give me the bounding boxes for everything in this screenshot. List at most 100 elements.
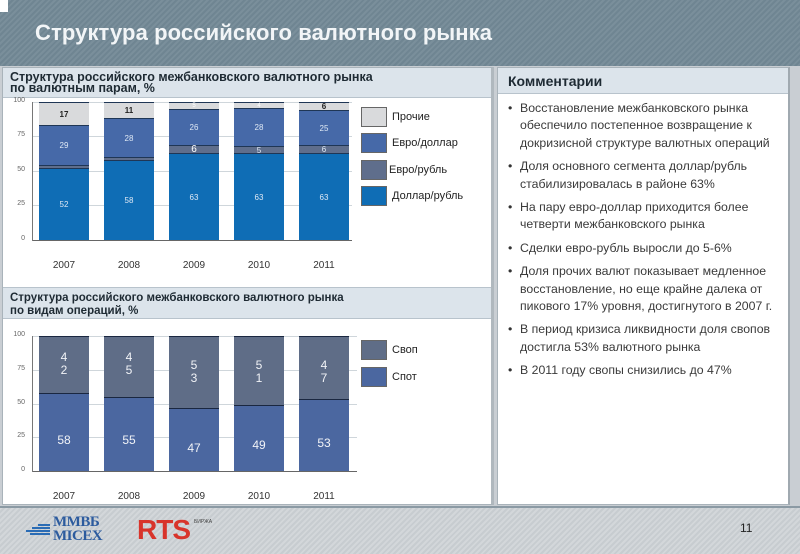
y-tick: 0 (21, 235, 25, 242)
segment-spot: 47 (169, 408, 219, 471)
segment-eur-rub: 6 (299, 145, 349, 154)
legend-label: Прочие (392, 111, 430, 123)
legend-eur-rub: Евро/рубль (361, 160, 447, 180)
logo-rts-subtitle: БИРЖА (194, 519, 213, 525)
swap-digit-2: 3 (190, 371, 198, 385)
segment-usd-rub: 58 (104, 160, 154, 240)
segment-usd-rub: 52 (39, 168, 89, 240)
segment-swap: 4 7 (299, 336, 349, 399)
segment-spot: 55 (104, 397, 154, 471)
chart2-title-line1: Структура российского межбанковского вал… (10, 292, 344, 304)
comment-item: Сделки евро-рубль выросли до 5-6% (508, 240, 783, 258)
segment-other: 11 (104, 102, 154, 118)
legend-other: Прочие (361, 107, 430, 127)
legend-swatch (361, 367, 387, 387)
chart2-header: Структура российского межбанковского вал… (3, 287, 491, 319)
segment-usd-rub: 63 (234, 153, 284, 240)
title-band (0, 0, 800, 66)
corner-mark (0, 0, 8, 12)
page-title: Структура российского валютного рынка (35, 20, 493, 45)
segment-swap: 5 3 (169, 336, 219, 408)
swap-digit-2: 7 (320, 371, 328, 385)
x-label: 2008 (117, 491, 141, 502)
comments-panel: Комментарии Восстановление межбанковског… (497, 67, 790, 505)
legend-label: Евро/рубль (389, 164, 448, 176)
chart-operation-types: 100 75 50 25 0 4 2 58 4 5 55 (3, 68, 491, 506)
comments-header: Комментарии (498, 68, 788, 94)
x-label: 2007 (52, 491, 76, 502)
x-label: 2009 (182, 260, 206, 271)
x-axis (32, 240, 352, 241)
comment-item: Восстановление межбанковского рынка обес… (508, 100, 783, 152)
swap-digit-2: 5 (125, 363, 133, 377)
x-axis (32, 471, 357, 472)
segment-eur-rub (39, 165, 89, 168)
segment-other: 17 (39, 102, 89, 125)
bar-2009: 5 26 6 63 (169, 102, 219, 240)
x-label: 2009 (182, 491, 206, 502)
legend-swatch (361, 160, 387, 180)
swap-digit-1: 5 (255, 358, 263, 372)
legend-swatch (361, 107, 387, 127)
bar-2009: 5 3 47 (169, 336, 219, 471)
legend-usd-rub: Доллар/рубль (361, 186, 463, 206)
y-axis (32, 102, 33, 241)
comment-item: В период кризиса ликвидности доля свопов… (508, 321, 783, 356)
segment-spot: 58 (39, 393, 89, 471)
comment-item: Доля прочих валют показывает медленное в… (508, 263, 783, 315)
micex-mark-icon (22, 521, 50, 537)
legend-label: Доллар/рубль (392, 190, 464, 202)
legend-swatch (361, 186, 387, 206)
bar-2010: 5 1 49 (234, 336, 284, 471)
chart1-title-line2: по валютным парам, % (10, 81, 155, 95)
swap-digit-2: 1 (255, 371, 263, 385)
bar-2007: 4 2 58 (39, 336, 89, 471)
chart2-title-line2: по видам операций, % (10, 305, 139, 317)
segment-eur-usd: 28 (234, 108, 284, 146)
comment-item: На пару евро-доллар приходится более чет… (508, 199, 783, 234)
legend-label: Спот (392, 371, 417, 383)
segment-eur-rub: 5 (234, 146, 284, 155)
bar-2011: 4 7 53 (299, 336, 349, 471)
bar-2011: 6 25 6 63 (299, 102, 349, 240)
segment-eur-usd: 25 (299, 110, 349, 145)
legend-spot: Спот (361, 367, 417, 387)
legend-swap: Своп (361, 340, 418, 360)
swap-digit-1: 4 (125, 350, 133, 364)
x-label: 2010 (247, 260, 271, 271)
chart-currency-pairs: 100 75 50 25 0 17 29 52 11 28 58 5 26 6 (3, 68, 491, 287)
logo-rts: RTS (137, 514, 191, 545)
segment-eur-usd: 28 (104, 118, 154, 157)
segment-spot: 49 (234, 405, 284, 471)
segment-other: 4 (234, 102, 284, 109)
page-number: 11 (740, 521, 753, 535)
y-tick: 75 (17, 365, 25, 372)
segment-swap: 4 5 (104, 336, 154, 397)
segment-eur-usd: 29 (39, 125, 89, 165)
legend-swatch (361, 340, 387, 360)
y-tick: 25 (17, 432, 25, 439)
legend-label: Евро/доллар (392, 137, 458, 149)
y-tick: 50 (17, 166, 25, 173)
chart1-header: Структура российского межбанковского вал… (3, 68, 491, 98)
x-label: 2007 (52, 260, 76, 271)
segment-other: 6 (299, 102, 349, 111)
comment-item: В 2011 году свопы снизились до 47% (508, 362, 783, 380)
logo-micex: ММВБ MICEX (22, 514, 103, 544)
y-tick: 25 (17, 200, 25, 207)
y-tick: 75 (17, 131, 25, 138)
y-tick: 100 (13, 331, 25, 338)
segment-eur-rub: 6 (169, 144, 219, 155)
comments-list: Восстановление межбанковского рынка обес… (508, 100, 783, 386)
bar-2008: 11 28 58 (104, 102, 154, 240)
y-axis (32, 336, 33, 472)
x-label: 2011 (313, 260, 335, 271)
logo-micex-text: ММВБ MICEX (53, 514, 103, 544)
swap-digit-2: 2 (60, 363, 68, 377)
y-tick: 100 (13, 97, 25, 104)
footer (0, 506, 800, 554)
legend-swatch (361, 133, 387, 153)
segment-spot: 53 (299, 399, 349, 471)
swap-digit-1: 5 (190, 358, 198, 372)
segment-eur-usd: 26 (169, 109, 219, 145)
